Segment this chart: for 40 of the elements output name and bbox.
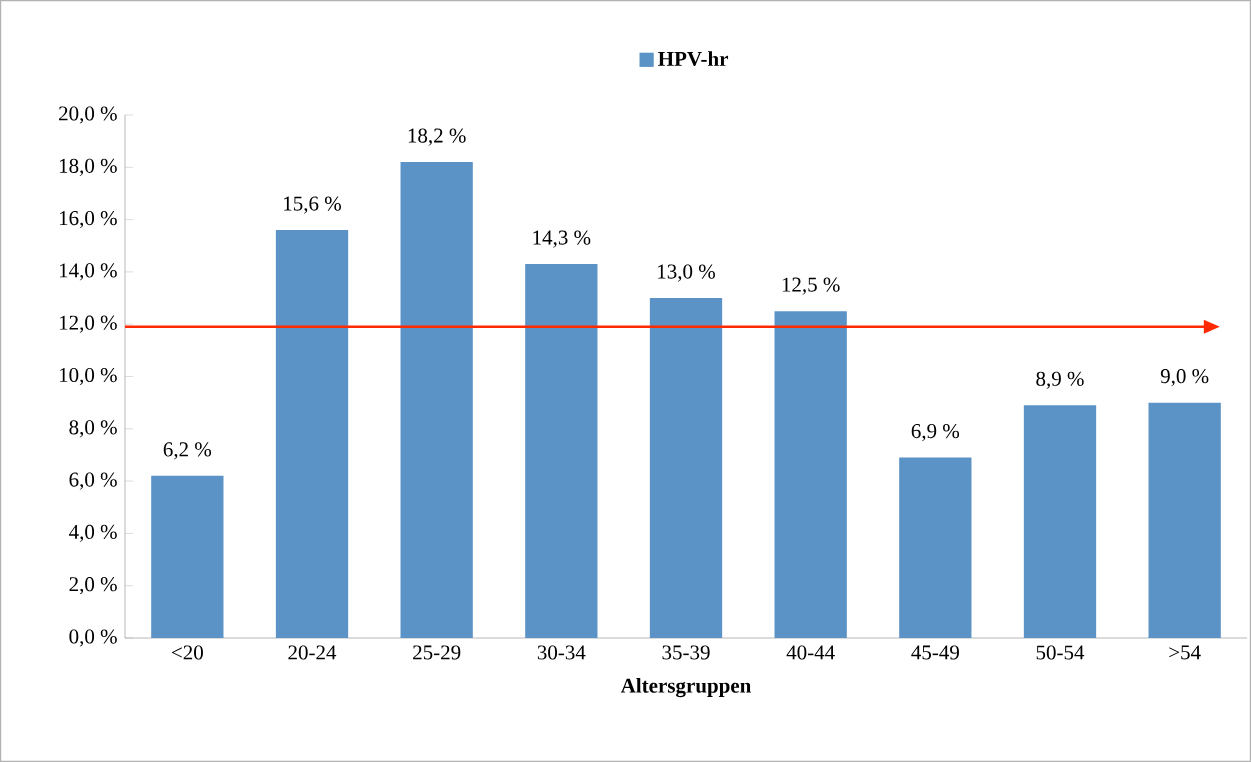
bar xyxy=(275,230,349,638)
y-tick-label: 14,0 % xyxy=(59,263,117,281)
legend-label: HPV-hr xyxy=(658,51,729,67)
data-label: 6,9 % xyxy=(911,423,960,442)
bar xyxy=(1148,402,1221,638)
y-tick-label: 10,0 % xyxy=(59,367,117,386)
x-tick-label: 50-54 xyxy=(1036,645,1085,660)
x-tick-label: 45-49 xyxy=(911,645,959,660)
x-tick-label: <20 xyxy=(171,645,203,660)
y-tick-label: 18,0 % xyxy=(59,158,117,176)
bar xyxy=(151,475,224,638)
data-label: 14,3 % xyxy=(533,230,591,248)
y-tick-label: 0,0 % xyxy=(69,629,117,647)
y-tick-label: 16,0 % xyxy=(59,211,117,229)
y-tick-label: 4,0 % xyxy=(69,524,117,542)
y-tick-label: 8,0 % xyxy=(69,420,117,438)
data-label: 15,6 % xyxy=(284,196,341,214)
y-tick-label: 20,0 % xyxy=(59,106,117,124)
bar xyxy=(525,264,598,638)
bar xyxy=(649,298,723,638)
bar xyxy=(400,162,473,638)
data-label: 12,5 % xyxy=(782,277,840,295)
bar xyxy=(899,457,972,638)
y-tick-label: 6,0 % xyxy=(69,472,117,490)
x-tick-label: 20-24 xyxy=(288,645,337,660)
data-label: 9,0 % xyxy=(1160,369,1209,387)
x-tick-label: 35-39 xyxy=(662,645,710,660)
y-tick-label: 12,0 % xyxy=(59,315,117,333)
bar xyxy=(774,311,847,638)
x-tick-label: 30-34 xyxy=(537,645,586,660)
data-label: 6,2 % xyxy=(163,442,212,460)
bar xyxy=(1023,405,1097,638)
data-label: 8,9 % xyxy=(1036,371,1084,389)
x-axis-title: Altersgruppen xyxy=(620,677,752,698)
data-label: 18,2 % xyxy=(408,128,466,146)
x-tick-label: >54 xyxy=(1169,645,1201,660)
x-tick-label: 25-29 xyxy=(413,645,461,660)
data-label: 13,0 % xyxy=(658,264,715,282)
y-tick-label: 2,0 % xyxy=(69,577,117,595)
x-tick-label: 40-44 xyxy=(786,645,835,660)
